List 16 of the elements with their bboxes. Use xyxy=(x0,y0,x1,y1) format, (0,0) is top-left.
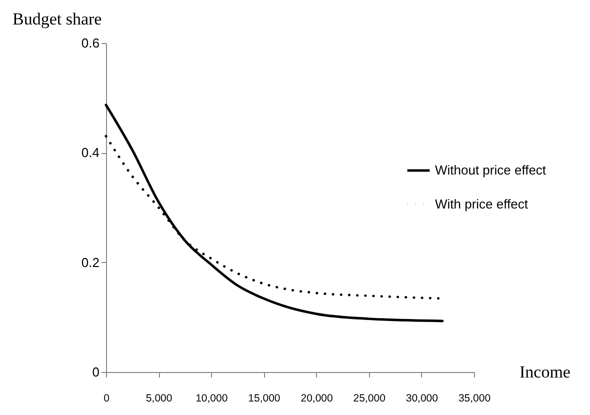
x-tick-label: 10,000 xyxy=(196,392,228,404)
y-tick-label: 0.2 xyxy=(81,254,100,270)
x-tick-label: 5,000 xyxy=(146,392,172,404)
y-axis-title: Budget share xyxy=(12,10,102,28)
x-tick-label: 25,000 xyxy=(353,392,386,404)
y-tick-label: 0.6 xyxy=(81,36,100,50)
y-tick-label: 0 xyxy=(92,364,100,380)
x-tick-label: 20,000 xyxy=(300,392,333,404)
legend-label: With price effect xyxy=(435,196,528,212)
y-tick-label: 0.4 xyxy=(81,145,100,160)
x-tick-label: 15,000 xyxy=(248,392,280,404)
x-tick-label: 0 xyxy=(104,392,110,404)
x-tick-label: 35,000 xyxy=(458,392,491,404)
x-axis-title: Income xyxy=(520,362,570,382)
legend-label: Without price effect xyxy=(435,162,546,178)
x-tick-label: 30,000 xyxy=(406,392,438,404)
